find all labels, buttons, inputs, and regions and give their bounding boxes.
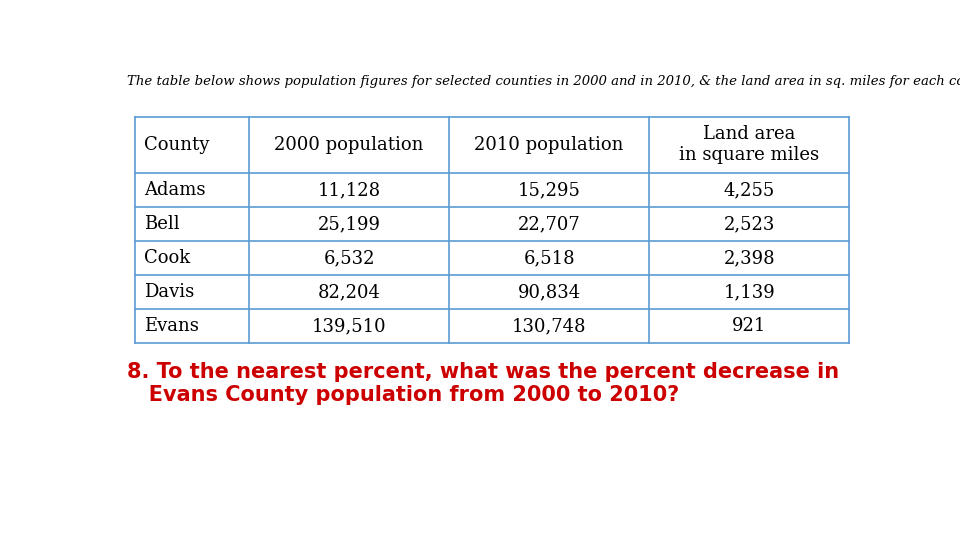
Text: 15,295: 15,295 xyxy=(517,181,581,199)
Text: 6,532: 6,532 xyxy=(324,249,375,267)
Text: Adams: Adams xyxy=(144,181,205,199)
Text: 22,707: 22,707 xyxy=(517,215,581,233)
Text: Davis: Davis xyxy=(144,284,194,301)
Text: 90,834: 90,834 xyxy=(517,284,581,301)
Text: 6,518: 6,518 xyxy=(523,249,575,267)
Text: The table below shows population figures for selected counties in 2000 and in 20: The table below shows population figures… xyxy=(128,75,960,88)
Text: 11,128: 11,128 xyxy=(318,181,381,199)
Text: County: County xyxy=(144,136,209,154)
Text: 2010 population: 2010 population xyxy=(474,136,624,154)
Text: 2000 population: 2000 population xyxy=(275,136,423,154)
Text: 130,748: 130,748 xyxy=(512,318,587,335)
Text: 921: 921 xyxy=(732,318,766,335)
Text: 82,204: 82,204 xyxy=(318,284,380,301)
Text: 2,523: 2,523 xyxy=(724,215,775,233)
Text: 1,139: 1,139 xyxy=(723,284,775,301)
Text: Cook: Cook xyxy=(144,249,190,267)
Text: 4,255: 4,255 xyxy=(724,181,775,199)
Text: 8. To the nearest percent, what was the percent decrease in
   Evans County popu: 8. To the nearest percent, what was the … xyxy=(128,362,840,406)
Text: 2,398: 2,398 xyxy=(723,249,775,267)
Text: 139,510: 139,510 xyxy=(312,318,387,335)
Text: Evans: Evans xyxy=(144,318,199,335)
Text: Bell: Bell xyxy=(144,215,180,233)
Text: 25,199: 25,199 xyxy=(318,215,381,233)
Text: Land area
in square miles: Land area in square miles xyxy=(679,125,819,164)
